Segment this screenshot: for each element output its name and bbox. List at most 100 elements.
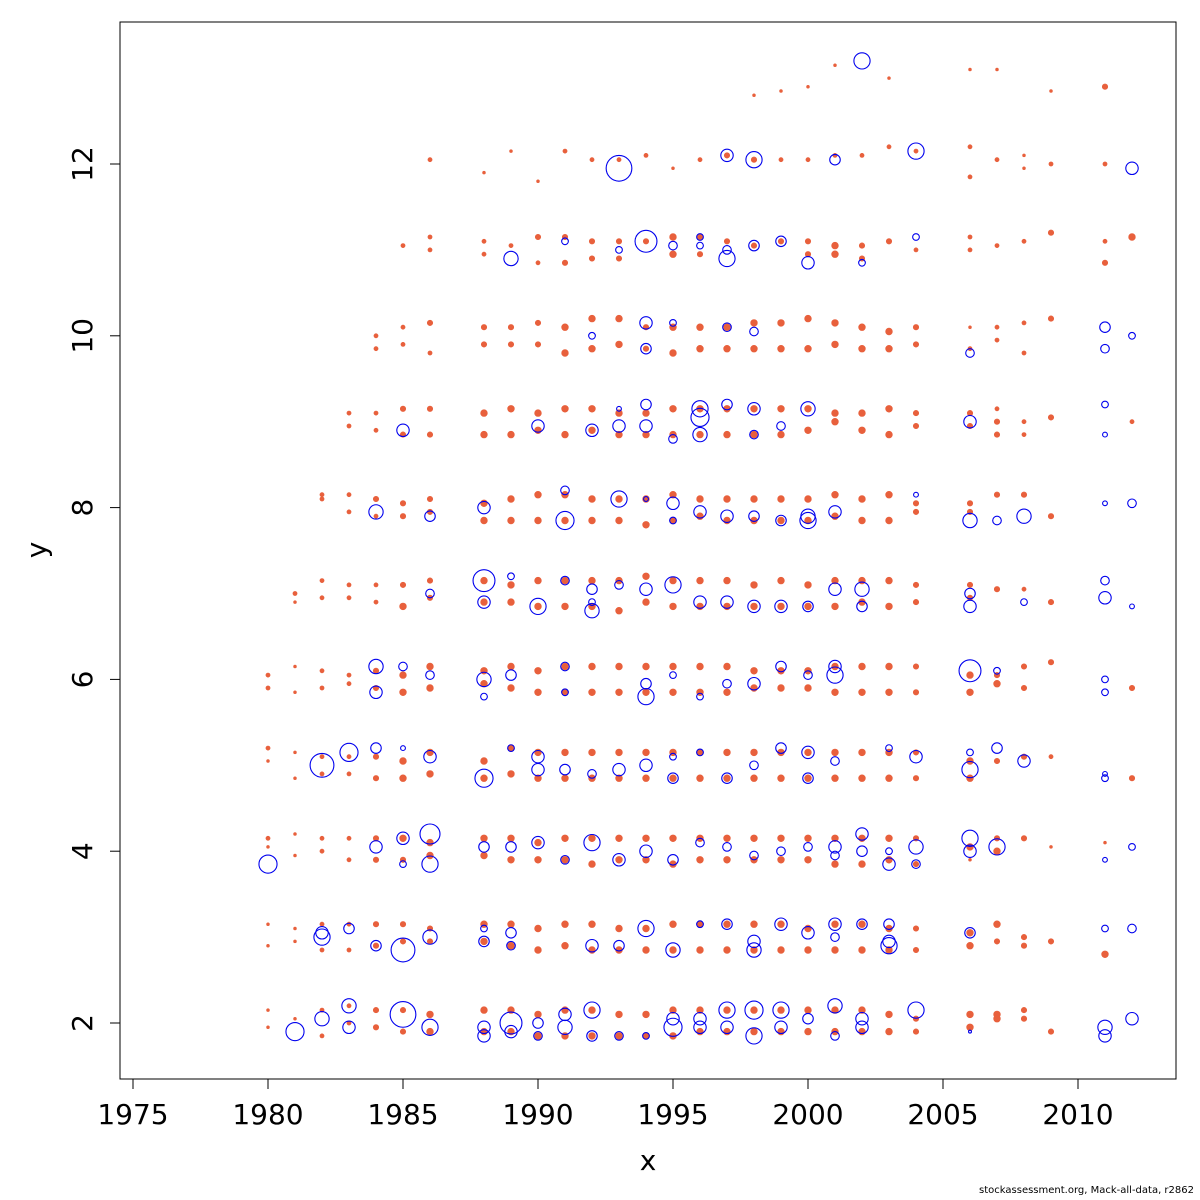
open-point xyxy=(499,1011,523,1035)
filled-point xyxy=(1020,1007,1028,1014)
filled-point xyxy=(723,152,731,159)
filled-point xyxy=(1047,938,1055,945)
open-point xyxy=(368,658,384,675)
open-point xyxy=(667,772,679,785)
open-point xyxy=(696,233,704,241)
open-point xyxy=(1127,498,1137,509)
filled-point xyxy=(426,938,434,945)
filled-point xyxy=(1021,835,1027,841)
filled-point xyxy=(1048,754,1054,760)
filled-point xyxy=(804,345,812,353)
open-point xyxy=(419,823,441,845)
open-point xyxy=(560,661,570,672)
open-point xyxy=(1100,575,1110,586)
open-point xyxy=(612,762,626,777)
filled-point xyxy=(481,251,487,257)
filled-point xyxy=(615,1010,623,1019)
open-point xyxy=(480,692,488,701)
filled-point xyxy=(534,667,542,675)
filled-point xyxy=(777,495,785,503)
filled-point xyxy=(346,492,352,498)
open-point xyxy=(747,402,761,416)
y-tick-label: 2 xyxy=(66,1014,99,1032)
filled-point xyxy=(346,410,352,416)
filled-point xyxy=(588,860,596,868)
filled-point xyxy=(372,775,380,782)
filled-point xyxy=(534,516,542,525)
filled-point xyxy=(265,685,271,691)
filled-point xyxy=(696,345,704,353)
open-point xyxy=(1101,400,1109,409)
filled-point xyxy=(697,157,703,163)
open-point xyxy=(505,841,517,853)
filled-point xyxy=(399,405,407,412)
filled-point xyxy=(1049,89,1053,93)
filled-point xyxy=(561,323,569,331)
open-point xyxy=(882,857,896,871)
open-point xyxy=(398,661,408,672)
filled-point xyxy=(831,774,839,782)
open-point xyxy=(909,749,923,764)
y-tick-label: 10 xyxy=(66,318,99,354)
filled-point xyxy=(723,1006,731,1014)
filled-point xyxy=(615,409,623,417)
open-point xyxy=(558,1007,572,1022)
filled-point xyxy=(750,920,758,928)
y-tick-label: 12 xyxy=(66,146,99,182)
filled-point xyxy=(642,1010,650,1019)
filled-point xyxy=(1047,315,1055,322)
filled-point xyxy=(507,834,515,842)
filled-point xyxy=(427,350,433,356)
filled-point xyxy=(1102,161,1108,167)
filled-point xyxy=(723,662,731,671)
filled-point xyxy=(669,602,677,611)
filled-point xyxy=(750,156,758,163)
filled-point xyxy=(399,834,407,842)
filled-point xyxy=(319,848,325,854)
filled-point xyxy=(561,941,569,950)
filled-point xyxy=(966,1010,974,1019)
open-point xyxy=(477,595,491,609)
filled-point xyxy=(293,690,297,695)
filled-point xyxy=(750,1006,758,1014)
open-point xyxy=(531,762,545,777)
filled-point xyxy=(399,774,407,782)
filled-point xyxy=(561,576,569,585)
filled-point xyxy=(750,946,758,954)
filled-point xyxy=(723,576,731,585)
filled-point xyxy=(967,144,973,150)
open-point xyxy=(422,929,438,945)
open-point xyxy=(855,1011,869,1026)
filled-point xyxy=(507,770,515,778)
filled-point xyxy=(561,920,569,928)
filled-point xyxy=(804,238,812,245)
open-point xyxy=(992,515,1002,526)
filled-point xyxy=(1049,845,1053,849)
open-point xyxy=(532,1017,544,1029)
filled-point xyxy=(1047,513,1055,520)
filled-point xyxy=(777,345,785,353)
open-point xyxy=(801,926,815,940)
filled-point xyxy=(588,576,596,585)
filled-point xyxy=(777,774,785,782)
filled-point xyxy=(993,679,1001,688)
y-tick-label: 8 xyxy=(66,499,99,517)
filled-point xyxy=(266,845,270,849)
filled-point xyxy=(319,754,325,760)
filled-point xyxy=(912,599,920,606)
open-point xyxy=(828,659,842,674)
filled-point xyxy=(858,1006,866,1014)
filled-point xyxy=(885,238,893,245)
filled-point xyxy=(534,688,542,696)
filled-point xyxy=(319,492,325,498)
filled-point xyxy=(671,166,675,171)
open-point xyxy=(747,676,761,691)
filled-point xyxy=(750,319,758,327)
open-point xyxy=(1102,770,1108,777)
filled-point xyxy=(966,688,974,696)
filled-point xyxy=(804,774,812,782)
filled-point xyxy=(858,426,866,434)
filled-point xyxy=(589,157,595,163)
open-point xyxy=(802,600,814,613)
open-point xyxy=(389,1001,417,1028)
